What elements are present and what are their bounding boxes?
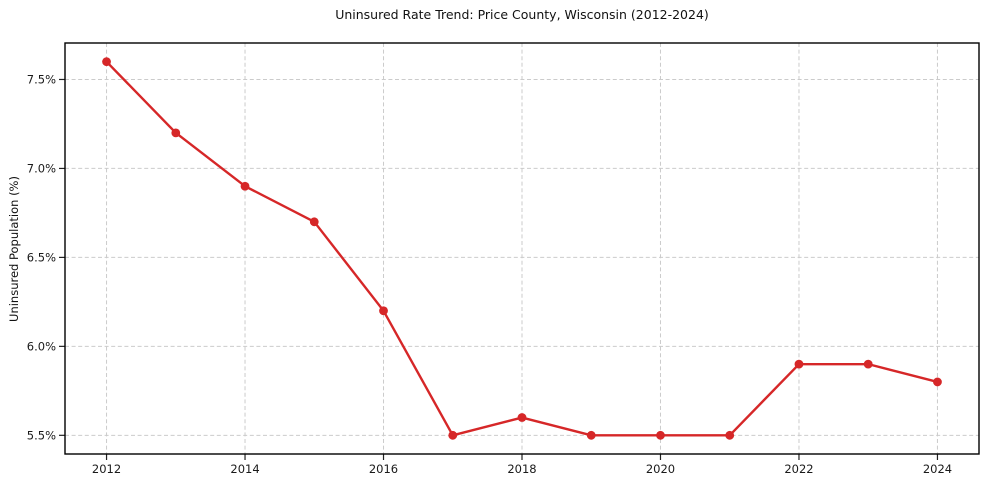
y-tick-label: 6.5% <box>27 250 56 264</box>
data-point-marker <box>517 413 527 422</box>
x-tick-label: 2022 <box>784 462 813 476</box>
x-tick-label: 2024 <box>923 462 952 476</box>
x-tick-label: 2014 <box>230 462 259 476</box>
x-tick-label: 2020 <box>646 462 675 476</box>
data-point-marker <box>379 306 388 316</box>
y-tick-label: 7.5% <box>27 72 56 86</box>
y-tick-label: 5.5% <box>27 428 56 442</box>
x-tick-label: 2018 <box>507 462 536 476</box>
data-point-marker <box>309 217 319 227</box>
data-point-marker <box>725 430 735 440</box>
data-point-marker <box>102 57 111 67</box>
data-point-marker <box>933 377 942 387</box>
y-tick-label: 6.0% <box>27 339 56 353</box>
data-point-marker <box>448 430 458 440</box>
chart-title: Uninsured Rate Trend: Price County, Wisc… <box>335 7 709 22</box>
data-point-marker <box>240 181 250 191</box>
data-point-marker <box>656 430 665 440</box>
plot-border <box>64 42 980 455</box>
x-tick-label: 2012 <box>92 462 121 476</box>
data-point-marker <box>794 359 804 369</box>
data-point-marker <box>586 430 596 440</box>
x-tick-label: 2016 <box>369 462 398 476</box>
data-point-marker <box>863 359 873 369</box>
y-tick-label: 7.0% <box>27 161 56 175</box>
data-point-marker <box>171 128 181 138</box>
